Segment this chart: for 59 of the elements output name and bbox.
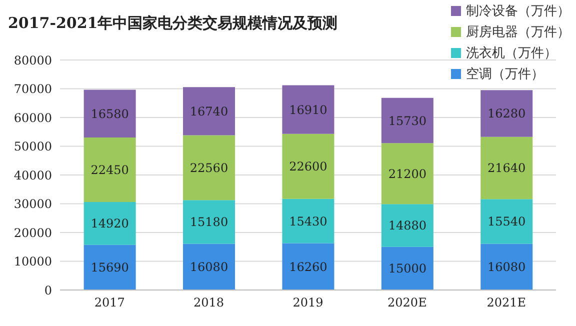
y-tick-label: 0 (44, 283, 52, 298)
data-label: 22450 (90, 162, 129, 177)
bar (381, 98, 434, 144)
y-tick-label: 50000 (14, 140, 52, 154)
bar (480, 136, 533, 200)
data-label: 22560 (190, 160, 228, 175)
bar (381, 143, 434, 204)
bar (183, 200, 236, 244)
data-label: 16280 (488, 106, 526, 121)
bar (84, 202, 136, 245)
data-label: 14880 (388, 218, 426, 233)
bar (183, 135, 236, 200)
data-label: 15180 (190, 215, 228, 230)
data-label: 16260 (289, 260, 328, 274)
bar (282, 134, 334, 199)
data-label: 16740 (190, 104, 228, 118)
y-tick-label: 70000 (14, 82, 52, 96)
bar (480, 244, 533, 290)
bar (183, 244, 236, 290)
bar (381, 204, 434, 247)
data-label: 14920 (90, 216, 129, 231)
y-tick-label: 10000 (14, 254, 52, 269)
data-label: 15540 (488, 214, 526, 229)
bar (480, 199, 533, 244)
x-tick-label: 2018 (194, 296, 224, 310)
data-label: 21640 (488, 161, 526, 176)
y-tick-label: 30000 (14, 197, 52, 212)
bar (282, 198, 334, 244)
data-label: 15690 (90, 260, 129, 275)
chart-title: 2017-2021年中国家电分类交易规模情况及预测 (8, 14, 338, 33)
bar (84, 90, 136, 138)
legend-label: 厨房电器（万件） (466, 24, 570, 41)
data-label: 16910 (289, 102, 328, 117)
legend-label: 空调（万件） (466, 66, 544, 83)
data-label: 16080 (488, 260, 526, 274)
data-label: 21200 (388, 166, 426, 181)
data-label: 15430 (289, 214, 328, 228)
x-tick-label: 2021E (486, 296, 526, 310)
bar (84, 137, 136, 202)
bar (282, 85, 334, 134)
data-label: 16580 (90, 106, 129, 121)
data-label: 22600 (289, 160, 328, 174)
y-tick-label: 60000 (14, 110, 52, 125)
x-tick-label: 2019 (292, 296, 324, 310)
x-tick-label: 2017 (94, 296, 125, 310)
y-tick-label: 40000 (14, 168, 52, 182)
bar (84, 244, 136, 290)
y-tick-label: 80000 (14, 53, 52, 68)
legend-label: 制冷设备（万件） (466, 3, 570, 20)
bar (381, 246, 434, 290)
data-label: 16080 (190, 260, 228, 274)
legend-label: 洗衣机（万件） (466, 45, 557, 62)
bar (183, 87, 236, 136)
data-label: 15000 (388, 262, 426, 276)
bar (282, 243, 334, 290)
bar (480, 90, 533, 137)
y-tick-label: 20000 (14, 226, 52, 240)
data-label: 15730 (388, 114, 426, 128)
x-tick-label: 2020E (388, 296, 427, 310)
